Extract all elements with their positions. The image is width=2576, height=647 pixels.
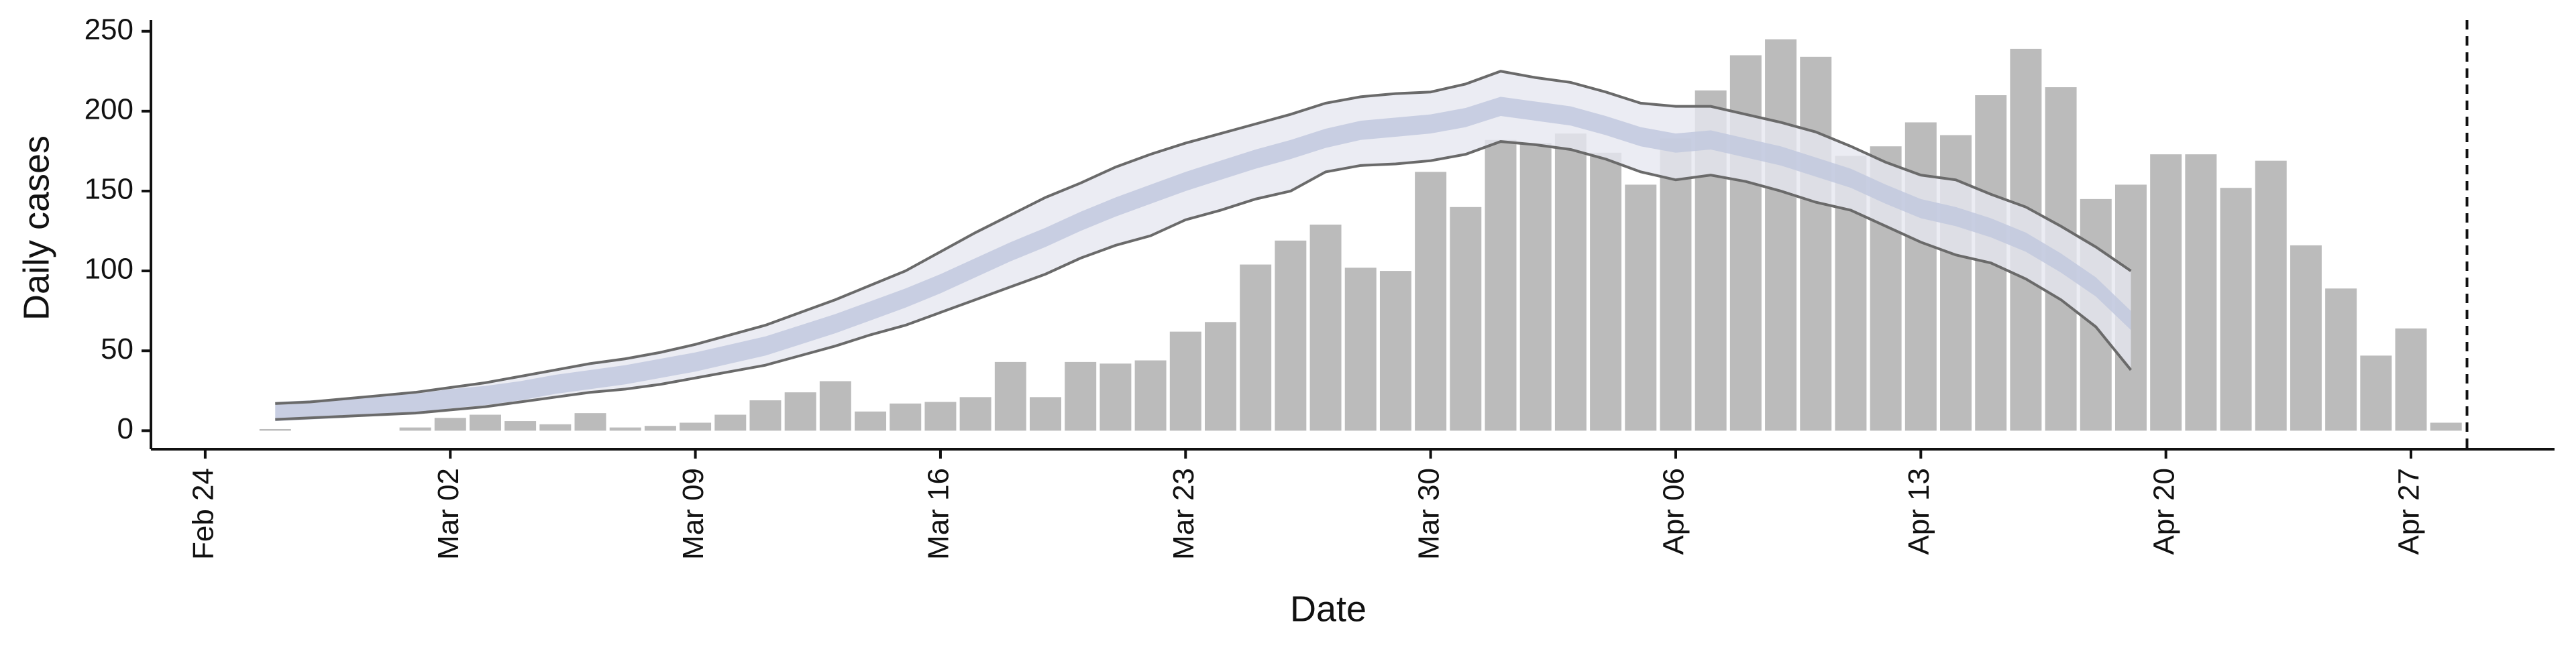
bar	[1590, 152, 1622, 431]
band-edge-line	[275, 70, 2132, 405]
bar	[1554, 133, 1587, 431]
bar	[1169, 331, 1201, 431]
bar	[1275, 240, 1307, 431]
bar	[2360, 355, 2392, 431]
bar	[784, 392, 816, 431]
bar	[2325, 288, 2357, 431]
bar	[1240, 264, 1272, 431]
y-tick-label: 0	[117, 412, 133, 445]
bar	[1485, 139, 1517, 431]
bar	[1379, 271, 1411, 431]
x-tick-label: Mar 30	[1412, 468, 1445, 560]
bar	[2150, 154, 2182, 431]
x-tick-label: Mar 09	[677, 468, 710, 560]
bar	[574, 413, 606, 431]
bar	[680, 422, 712, 431]
x-tick-label: Apr 20	[2147, 468, 2180, 555]
y-tick-label: 250	[85, 13, 133, 46]
bar	[1204, 322, 1236, 431]
bar	[1309, 224, 1342, 431]
bar	[749, 400, 782, 431]
x-tick-label: Mar 23	[1167, 468, 1200, 560]
bar	[1415, 172, 1447, 431]
bar	[1099, 363, 1132, 431]
bar	[1800, 56, 1832, 431]
x-axis-title: Date	[1290, 589, 1366, 629]
bar	[714, 414, 747, 431]
y-tick-label: 200	[85, 93, 133, 125]
band-edge-line	[275, 140, 2133, 421]
y-tick-label: 50	[101, 333, 133, 365]
y-tick-label: 150	[85, 173, 133, 206]
bar	[1065, 361, 1097, 431]
bar	[1344, 268, 1377, 431]
bar	[855, 411, 887, 431]
bar	[1625, 184, 1657, 431]
bar	[1450, 207, 1482, 431]
bar	[1134, 360, 1167, 431]
bar	[1904, 122, 1937, 431]
bar	[819, 381, 851, 431]
x-tick-label: Feb 24	[187, 468, 220, 560]
bar	[434, 418, 466, 431]
x-tick-label: Mar 02	[432, 468, 465, 560]
bar	[399, 427, 431, 431]
bar	[2395, 328, 2427, 431]
bar	[2290, 245, 2322, 431]
bar	[644, 426, 676, 431]
bar	[469, 414, 501, 431]
bar	[1765, 39, 1797, 431]
x-tick-label: Apr 27	[2393, 468, 2426, 555]
bar	[2185, 154, 2217, 431]
bar	[609, 427, 641, 431]
x-tick-label: Mar 16	[922, 468, 955, 560]
y-tick-label: 100	[85, 253, 133, 286]
bar	[890, 403, 922, 431]
bar	[504, 421, 537, 431]
x-tick-label: Apr 13	[1902, 468, 1935, 555]
x-tick-label: Apr 06	[1658, 468, 1690, 555]
bar	[1660, 138, 1692, 431]
bar	[924, 402, 957, 431]
bar	[539, 424, 572, 431]
bar	[994, 361, 1026, 431]
bar	[1030, 397, 1061, 431]
inner-band	[275, 97, 2131, 422]
bar	[2255, 160, 2287, 431]
bar	[2220, 188, 2252, 431]
bar	[1519, 143, 1552, 431]
bar	[2430, 422, 2462, 431]
y-axis-title: Daily cases	[16, 135, 56, 320]
bar	[959, 397, 991, 431]
bar	[259, 428, 291, 431]
